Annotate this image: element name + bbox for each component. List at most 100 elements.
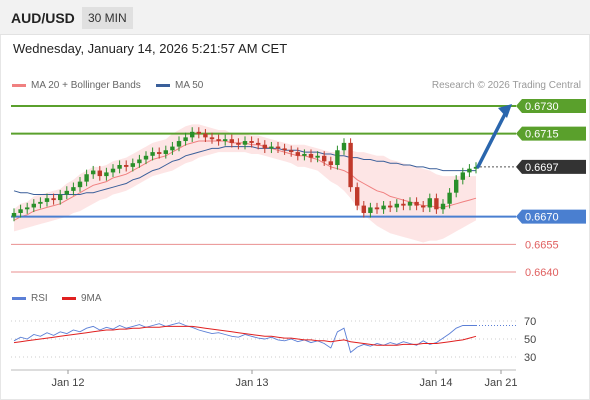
level-label-5: 0.6640 — [525, 267, 559, 279]
candle-body — [256, 142, 261, 145]
x-tick-label: Jan 14 — [419, 377, 452, 389]
candle-body — [31, 203, 36, 208]
candle-body — [289, 150, 294, 153]
credit-text: Research © 2026 Trading Central — [431, 80, 581, 91]
level-box-2 — [516, 159, 586, 174]
candle-body — [203, 133, 208, 138]
level-label-1: 0.6715 — [525, 129, 559, 141]
candle-body — [58, 194, 63, 201]
candle-body — [51, 198, 56, 201]
candle-body — [163, 150, 168, 154]
candle-body — [473, 166, 479, 169]
candle-body — [328, 161, 333, 166]
candle-body — [368, 207, 373, 213]
candle-body — [460, 172, 465, 180]
x-tick-label: Jan 21 — [484, 377, 517, 389]
rsi-swatch — [12, 296, 26, 300]
candle-body — [223, 139, 228, 142]
candle-body — [18, 209, 23, 213]
candle-body — [77, 181, 83, 188]
candle-body — [315, 155, 320, 158]
candle-body — [64, 190, 69, 195]
candle-body — [196, 131, 201, 134]
candle-body — [97, 170, 102, 177]
candle-body — [110, 168, 116, 173]
rsi-tick-70: 70 — [524, 316, 536, 328]
candle-body — [355, 187, 360, 206]
candle-body — [44, 198, 50, 202]
candle-body — [421, 205, 426, 208]
candle-body — [275, 146, 281, 149]
candle-body — [170, 146, 175, 151]
candle-body — [427, 198, 432, 208]
rsi-ma-swatch — [62, 296, 76, 300]
candle-body — [38, 201, 43, 204]
ma20-legend-label: MA 20 + Bollinger Bands — [31, 80, 141, 91]
candle-body — [157, 152, 162, 154]
candle-body — [269, 146, 274, 149]
candle-body — [302, 153, 307, 156]
forecast-arrow-head — [498, 104, 512, 118]
candle-body — [454, 179, 459, 193]
candle-body — [282, 148, 287, 151]
bollinger-band — [14, 124, 476, 243]
level-box-1 — [516, 126, 586, 141]
candles-layer — [11, 127, 479, 222]
candle-body — [190, 131, 195, 138]
legend-ma20: MA 20 + Bollinger Bands — [12, 80, 141, 91]
candle-body — [348, 142, 353, 188]
candle-body — [341, 142, 347, 151]
candle-body — [394, 203, 399, 208]
candle-body — [176, 141, 182, 147]
interval-button[interactable]: 30 MIN — [82, 7, 133, 29]
candle-body — [104, 172, 109, 177]
candle-body — [374, 207, 380, 210]
candle-body — [236, 142, 241, 145]
ma50-swatch — [156, 83, 170, 87]
chart-datetime: Wednesday, January 14, 2026 5:21:57 AM C… — [13, 41, 288, 56]
candle-body — [447, 192, 452, 204]
level-label-3: 0.6670 — [525, 212, 559, 224]
x-tick-label: Jan 13 — [235, 377, 268, 389]
level-labels-layer: 0.6730 0.6715 0.6697 0.6670 0.6655 0.6640 — [476, 99, 586, 279]
level-box-3 — [516, 209, 586, 224]
candle-body — [414, 201, 419, 206]
candle-body — [216, 139, 221, 142]
level-label-0: 0.6730 — [525, 101, 559, 113]
forecast-arrow-shaft — [476, 110, 508, 169]
candle-body — [467, 168, 472, 173]
rsi-ma-line — [13, 325, 477, 346]
ma50-legend-label: MA 50 — [175, 80, 204, 91]
candle-body — [249, 141, 254, 143]
candle-body — [388, 205, 393, 208]
chart-header: AUD/USD 30 MIN — [0, 0, 590, 35]
level-label-4: 0.6655 — [525, 239, 559, 251]
candle-body — [262, 144, 267, 149]
candle-body — [381, 205, 386, 210]
x-axis: Jan 12 Jan 13 Jan 14 Jan 21 — [11, 369, 518, 389]
candle-body — [440, 203, 446, 210]
candle-body — [308, 153, 314, 158]
legend-ma50: MA 50 — [156, 80, 203, 91]
candle-body — [322, 155, 327, 162]
candle-body — [91, 170, 96, 175]
level-lines-layer — [11, 105, 516, 273]
candle-body — [183, 137, 188, 142]
candle-body — [137, 159, 142, 164]
candle-body — [407, 201, 413, 206]
candle-body — [209, 137, 215, 140]
rsi-line — [13, 322, 476, 354]
rsi-tick-30: 30 — [524, 352, 536, 364]
legend-rsi: RSI — [12, 293, 48, 304]
candle-body — [229, 139, 234, 143]
candle-body — [84, 174, 89, 182]
candle-body — [71, 187, 76, 191]
symbol-label: AUD/USD — [11, 10, 75, 26]
candle-body — [143, 155, 149, 160]
rsi-legend-label: RSI — [31, 293, 48, 304]
x-tick-label: Jan 12 — [51, 377, 84, 389]
level-label-2: 0.6697 — [525, 162, 559, 174]
level-box-0 — [516, 99, 586, 113]
candle-body — [130, 163, 135, 167]
